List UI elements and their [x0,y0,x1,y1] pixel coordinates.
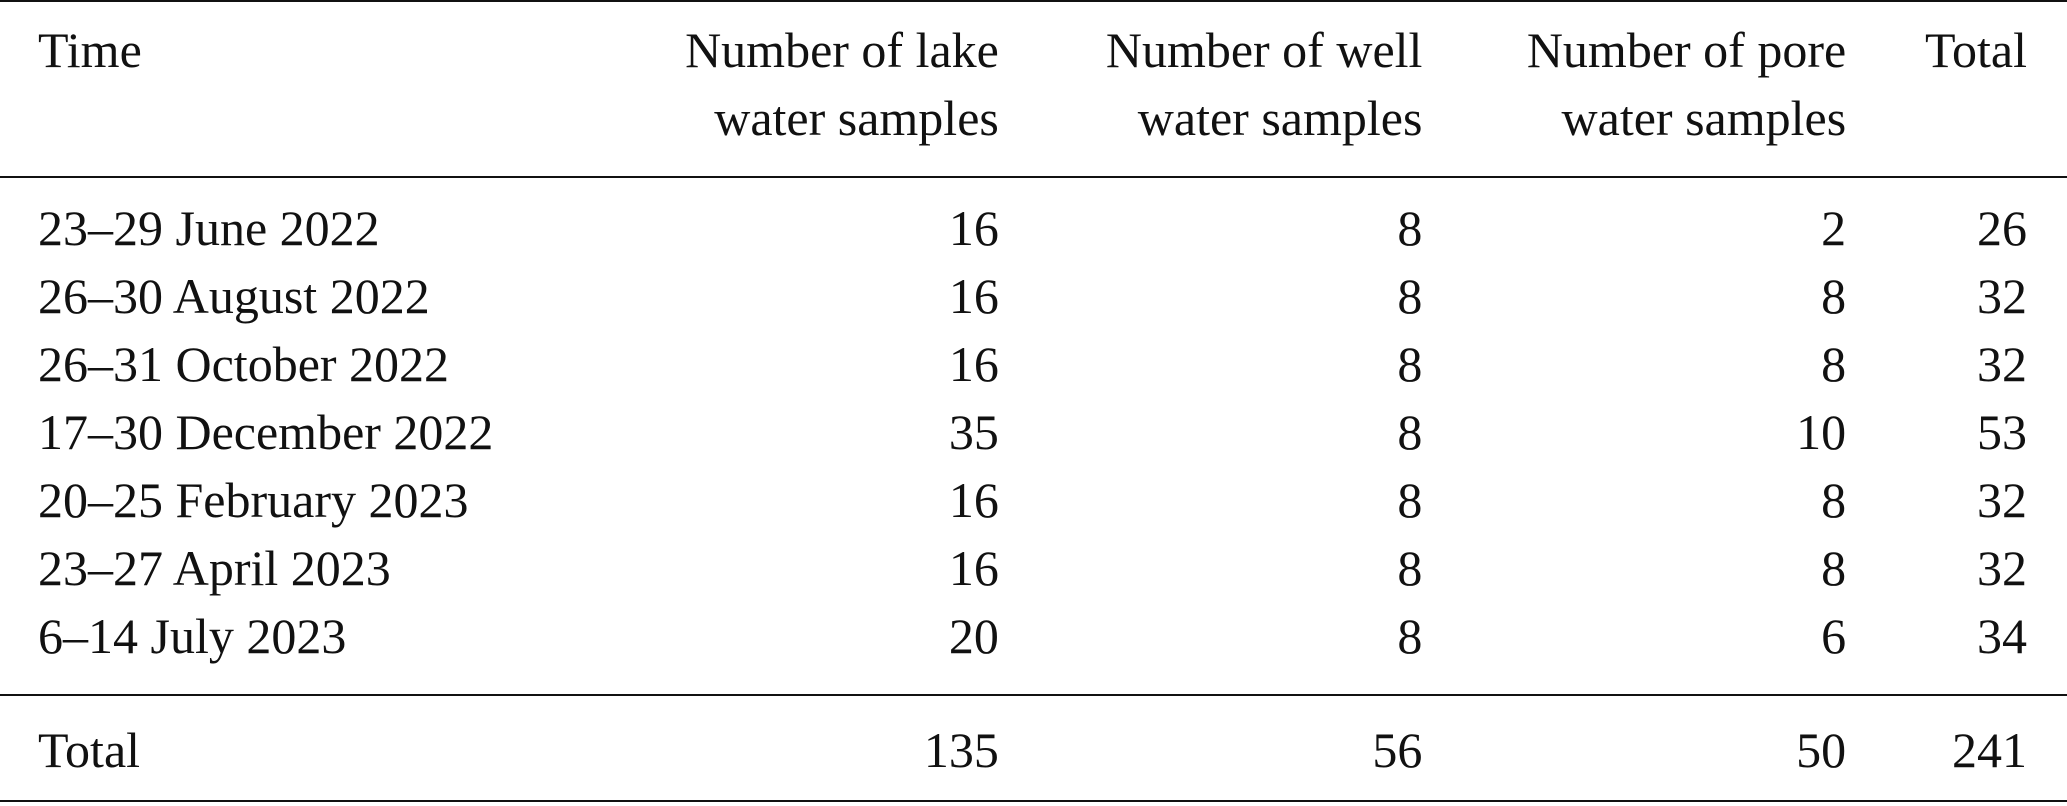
cell-well: 8 [1397,608,1423,664]
cell-time: 23–27 April 2023 [38,540,391,596]
total-separator-rule [0,694,2067,696]
cell-total: 26 [1977,200,2027,256]
table-row: 17–30 December 2022 35 8 10 53 [0,398,2067,466]
cell-pore: 8 [1821,336,1847,392]
total-all: 241 [1952,722,2027,778]
table-row: 23–27 April 2023 16 8 8 32 [0,534,2067,602]
cell-well: 8 [1397,336,1423,392]
cell-time: 6–14 July 2023 [38,608,347,664]
table-row: 26–30 August 2022 16 8 8 32 [0,262,2067,330]
cell-well: 8 [1397,472,1423,528]
header-row: Time Number of lake water samples Number… [0,0,2067,176]
total-pore: 50 [1796,722,1847,778]
header-rule [0,176,2067,178]
header-total: Total [1924,22,2027,78]
cell-lake: 35 [948,404,999,460]
cell-time: 20–25 February 2023 [38,472,469,528]
cell-lake: 16 [948,200,999,256]
header-pore-samples: Number of pore water samples [1526,22,1847,146]
cell-total: 53 [1977,404,2027,460]
header-well-samples: Number of well water samples [1105,22,1423,146]
total-well: 56 [1372,722,1423,778]
cell-time: 26–30 August 2022 [38,268,430,324]
cell-total: 34 [1977,608,2027,664]
cell-pore: 8 [1821,268,1847,324]
cell-pore: 10 [1796,404,1847,460]
cell-time: 23–29 June 2022 [38,200,380,256]
cell-pore: 8 [1821,472,1847,528]
cell-total: 32 [1977,336,2027,392]
table-row: 26–31 October 2022 16 8 8 32 [0,330,2067,398]
table-row: 6–14 July 2023 20 8 6 34 [0,602,2067,670]
total-lake: 135 [923,722,999,778]
cell-well: 8 [1397,200,1423,256]
top-rule [0,0,2067,2]
cell-lake: 16 [948,540,999,596]
cell-total: 32 [1977,268,2027,324]
header-time: Time [38,22,142,78]
cell-time: 17–30 December 2022 [38,404,494,460]
table-row: 23–29 June 2022 16 8 2 26 [0,176,2067,262]
header-lake-samples: Number of lake water samples [685,22,999,146]
cell-well: 8 [1397,540,1423,596]
cell-well: 8 [1397,268,1423,324]
cell-total: 32 [1977,472,2027,528]
cell-lake: 16 [948,268,999,324]
cell-lake: 20 [948,608,999,664]
total-row: Total 135 56 50 241 [0,706,2067,806]
spacer-row [0,670,2067,706]
cell-pore: 8 [1821,540,1847,596]
cell-lake: 16 [948,336,999,392]
cell-pore: 6 [1821,608,1847,664]
table-row: 20–25 February 2023 16 8 8 32 [0,466,2067,534]
cell-total: 32 [1977,540,2027,596]
cell-time: 26–31 October 2022 [38,336,450,392]
cell-lake: 16 [948,472,999,528]
total-label: Total [38,722,141,778]
bottom-rule [0,800,2067,802]
cell-pore: 2 [1821,200,1847,256]
cell-well: 8 [1397,404,1423,460]
